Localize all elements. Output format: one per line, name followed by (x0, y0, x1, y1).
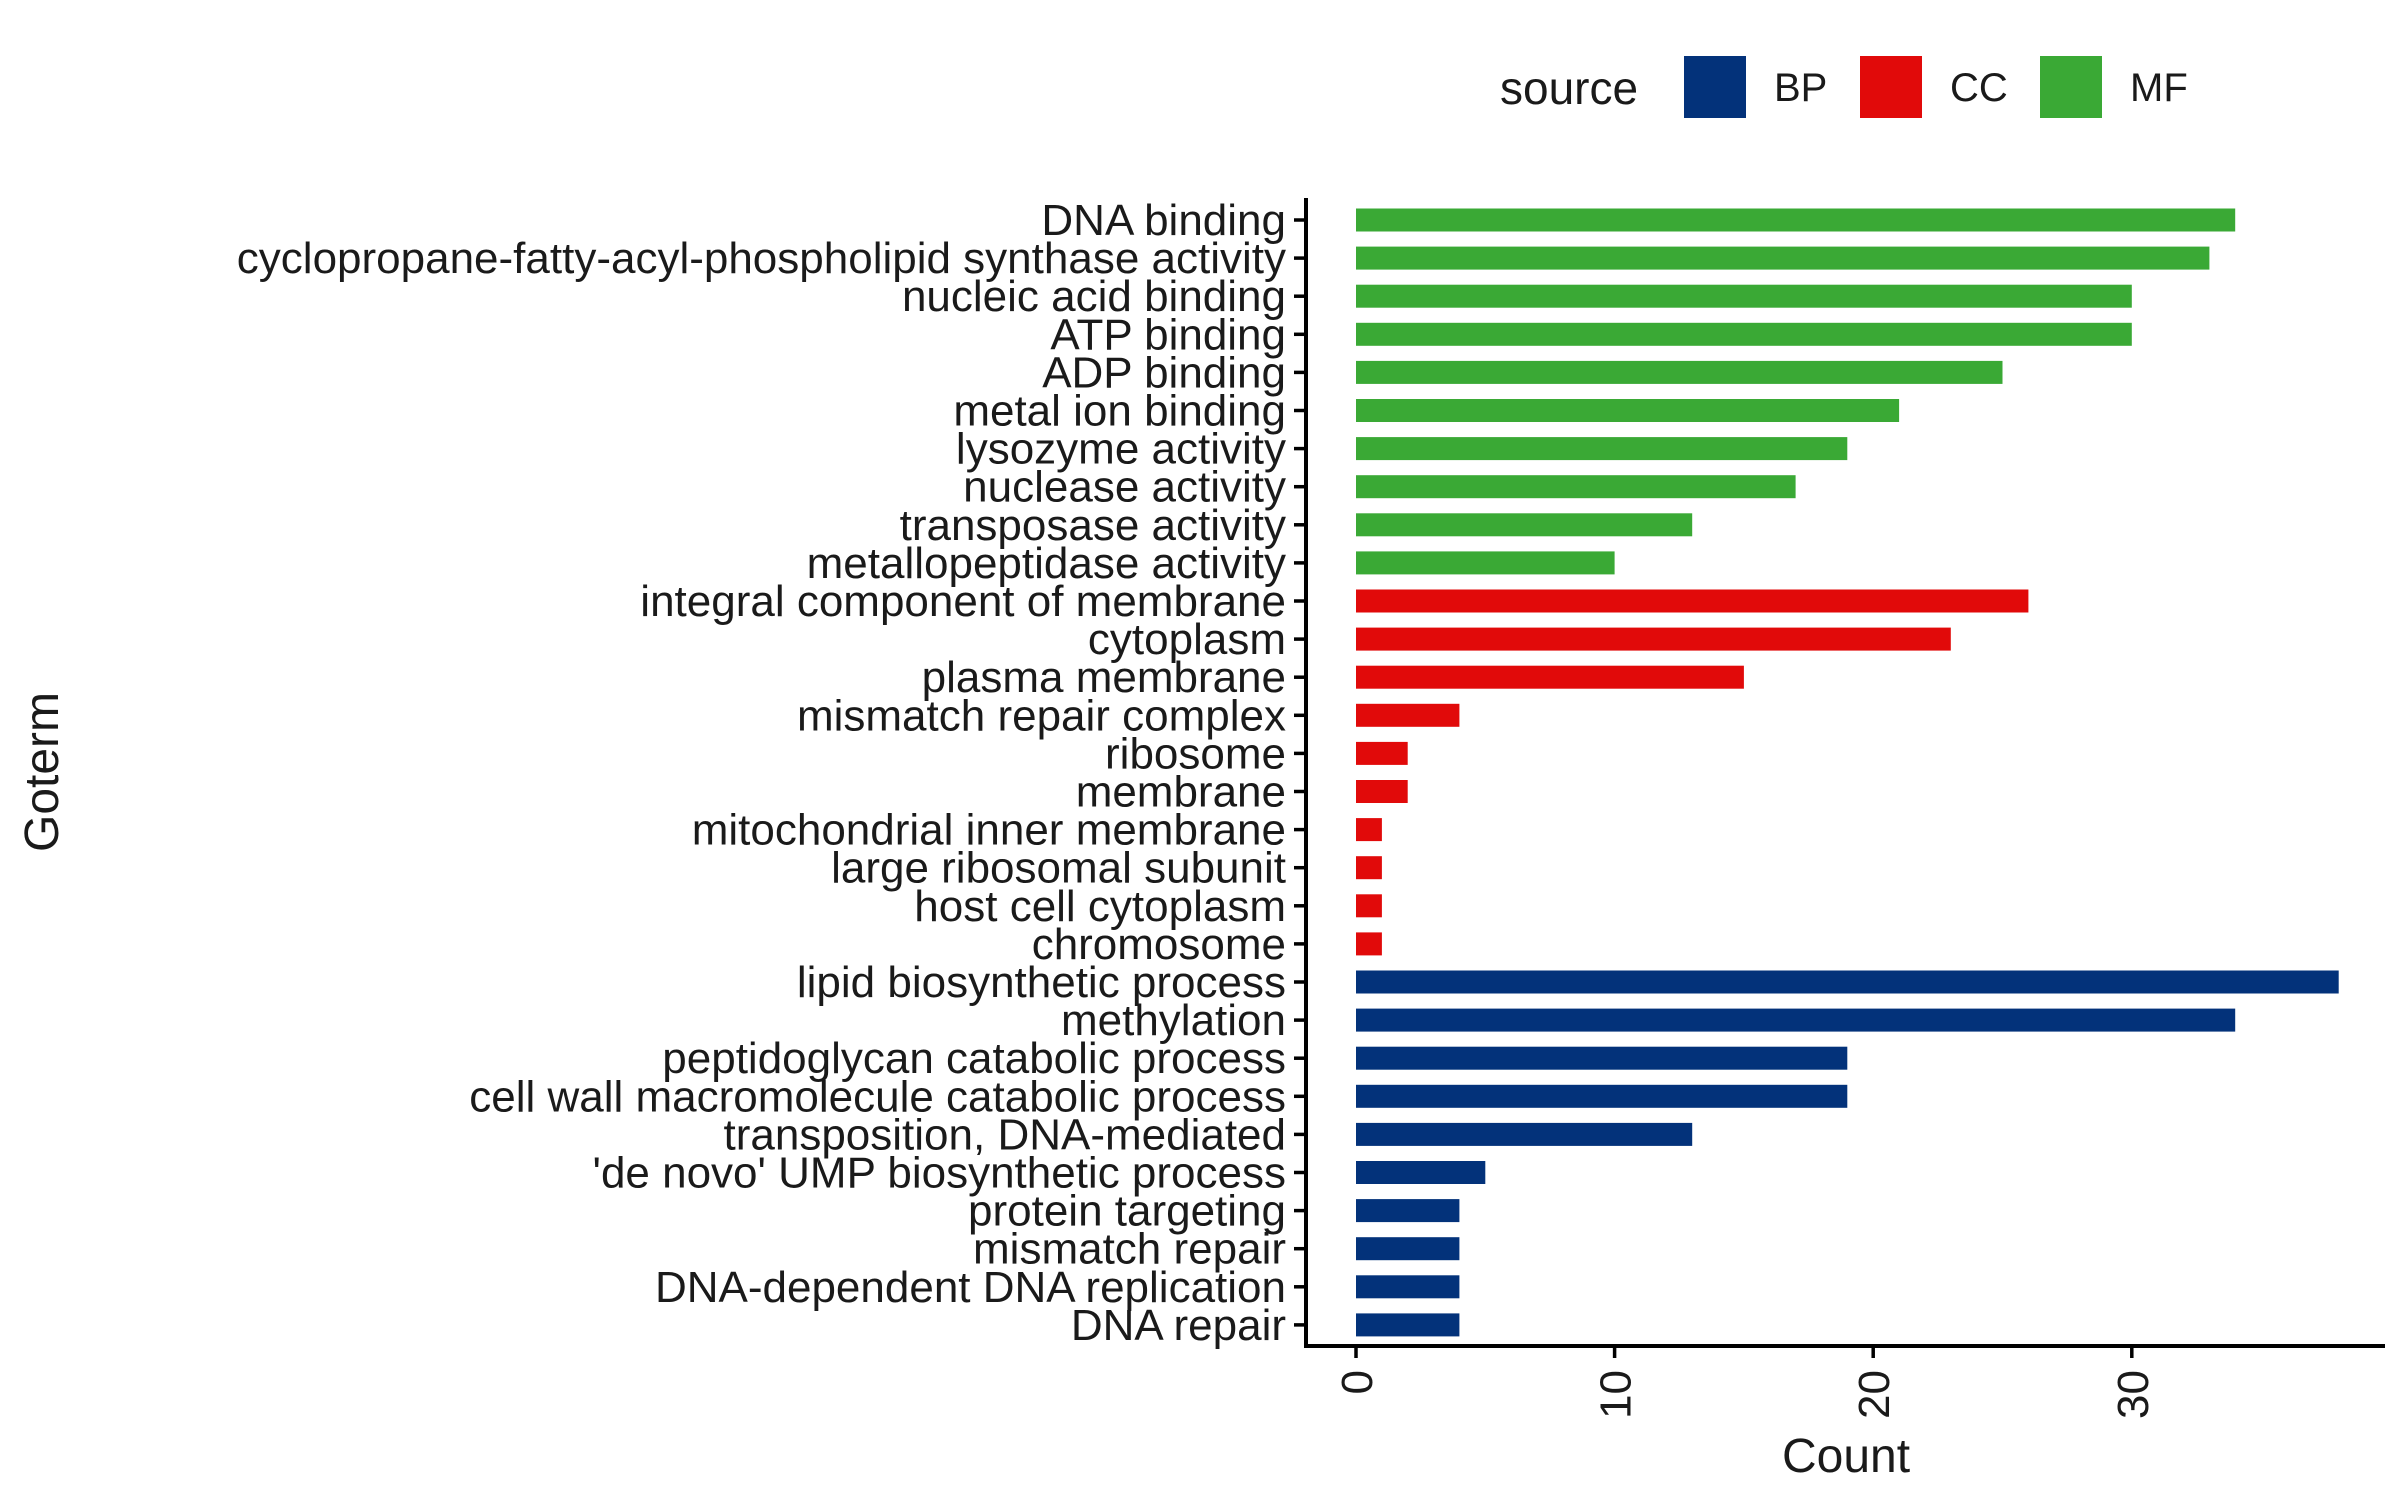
legend-swatch-mf (2040, 56, 2102, 118)
bar-host-cell-cytoplasm (1356, 894, 1382, 918)
legend-title: source (1500, 62, 1638, 114)
y-tick-label-dna-repair: DNA repair (1071, 1301, 1286, 1350)
y-tick-label-transposase-activity: transposase activity (900, 501, 1286, 550)
y-tick-label-mismatch-repair-complex: mismatch repair complex (797, 691, 1286, 740)
legend-swatch-cc (1860, 56, 1922, 118)
y-tick-label-cyclopropane-fatty-acyl-phospholipid-synthase-activity: cyclopropane-fatty-acyl-phospholipid syn… (237, 234, 1286, 283)
bar-nuclease-activity (1356, 475, 1796, 499)
bar-mismatch-repair-complex (1356, 703, 1460, 727)
bar-cell-wall-macromolecule-catabolic-process (1356, 1084, 1848, 1108)
x-tick-label-20: 20 (1850, 1370, 1899, 1419)
y-tick-label-mismatch-repair: mismatch repair (973, 1225, 1286, 1274)
y-tick-label-lipid-biosynthetic-process: lipid biosynthetic process (797, 958, 1286, 1007)
x-tick-label-30: 30 (2109, 1370, 2158, 1419)
y-tick-label-metallopeptidase-activity: metallopeptidase activity (807, 539, 1286, 588)
y-tick-label-nucleic-acid-binding: nucleic acid binding (902, 272, 1286, 321)
y-tick-label-integral-component-of-membrane: integral component of membrane (640, 577, 1286, 626)
bar-lipid-biosynthetic-process (1356, 970, 2339, 994)
y-tick-label-cell-wall-macromolecule-catabolic-process: cell wall macromolecule catabolic proces… (469, 1072, 1286, 1121)
bar-dna-binding (1356, 208, 2236, 232)
x-tick-label-10: 10 (1592, 1370, 1641, 1419)
bar-peptidoglycan-catabolic-process (1356, 1046, 1848, 1070)
bar-metallopeptidase-activity (1356, 551, 1615, 575)
x-axis: 0 10 20 30 (1304, 1344, 2385, 1419)
x-axis-title: Count (1782, 1430, 1910, 1483)
y-tick-label-cytoplasm: cytoplasm (1088, 615, 1286, 664)
y-tick-label-large-ribosomal-subunit: large ribosomal subunit (831, 844, 1286, 893)
y-tick-label-de-novo-ump-biosynthetic-process: 'de novo' UMP biosynthetic process (593, 1149, 1286, 1198)
legend-label-bp: BP (1774, 66, 1827, 110)
y-tick-label-host-cell-cytoplasm: host cell cytoplasm (914, 882, 1286, 931)
bar-dna-repair (1356, 1313, 1460, 1337)
bar-integral-component-of-membrane (1356, 589, 2029, 613)
bar-plasma-membrane (1356, 665, 1744, 689)
y-tick-label-methylation: methylation (1061, 996, 1286, 1045)
x-tick-label-0: 0 (1333, 1370, 1382, 1394)
y-tick-label-nuclease-activity: nuclease activity (963, 463, 1286, 512)
bar-large-ribosomal-subunit (1356, 856, 1382, 880)
y-tick-label-mitochondrial-inner-membrane: mitochondrial inner membrane (692, 806, 1286, 855)
bar-ribosome (1356, 741, 1408, 765)
y-tick-label-metal-ion-binding: metal ion binding (953, 387, 1286, 436)
y-tick-label-ribosome: ribosome (1105, 729, 1286, 778)
bar-transposition-dna-mediated (1356, 1122, 1693, 1146)
bars-group (1356, 208, 2339, 1337)
bar-de-novo-ump-biosynthetic-process (1356, 1161, 1486, 1184)
bar-chromosome (1356, 932, 1382, 956)
bar-lysozyme-activity (1356, 437, 1848, 461)
legend: source BP CC MF (1500, 56, 2188, 118)
y-tick-label-dna-dependent-dna-replication: DNA-dependent DNA replication (655, 1263, 1286, 1312)
bar-methylation (1356, 1008, 2236, 1032)
bar-nucleic-acid-binding (1356, 284, 2132, 308)
y-tick-label-lysozyme-activity: lysozyme activity (956, 425, 1286, 474)
y-tick-label-membrane: membrane (1076, 768, 1286, 817)
y-tick-label-adp-binding: ADP binding (1042, 348, 1286, 397)
y-tick-label-transposition-dna-mediated: transposition, DNA-mediated (724, 1110, 1286, 1159)
bar-adp-binding (1356, 360, 2003, 384)
bar-mismatch-repair (1356, 1237, 1460, 1261)
legend-swatch-bp (1684, 56, 1746, 118)
y-tick-label-peptidoglycan-catabolic-process: peptidoglycan catabolic process (662, 1034, 1286, 1083)
y-tick-label-chromosome: chromosome (1032, 920, 1286, 969)
bar-dna-dependent-dna-replication (1356, 1275, 1460, 1299)
legend-label-mf: MF (2130, 66, 2188, 110)
bar-transposase-activity (1356, 513, 1693, 537)
y-axis-title: Goterm (16, 692, 69, 852)
y-tick-label-plasma-membrane: plasma membrane (922, 653, 1286, 702)
bar-membrane (1356, 780, 1408, 803)
y-tick-label-protein-targeting: protein targeting (968, 1187, 1286, 1236)
bar-atp-binding (1356, 322, 2132, 346)
legend-label-cc: CC (1950, 66, 2008, 110)
bar-mitochondrial-inner-membrane (1356, 818, 1382, 842)
bar-metal-ion-binding (1356, 399, 1900, 422)
bar-protein-targeting (1356, 1199, 1460, 1223)
y-tick-label-atp-binding: ATP binding (1050, 310, 1286, 359)
y-tick-label-dna-binding: DNA binding (1041, 196, 1286, 245)
bar-cytoplasm (1356, 627, 1951, 651)
y-axis: DNA bindingcyclopropane-fatty-acyl-phosp… (237, 196, 1308, 1350)
bar-cyclopropane-fatty-acyl-phospholipid-synthase-activity (1356, 246, 2210, 270)
